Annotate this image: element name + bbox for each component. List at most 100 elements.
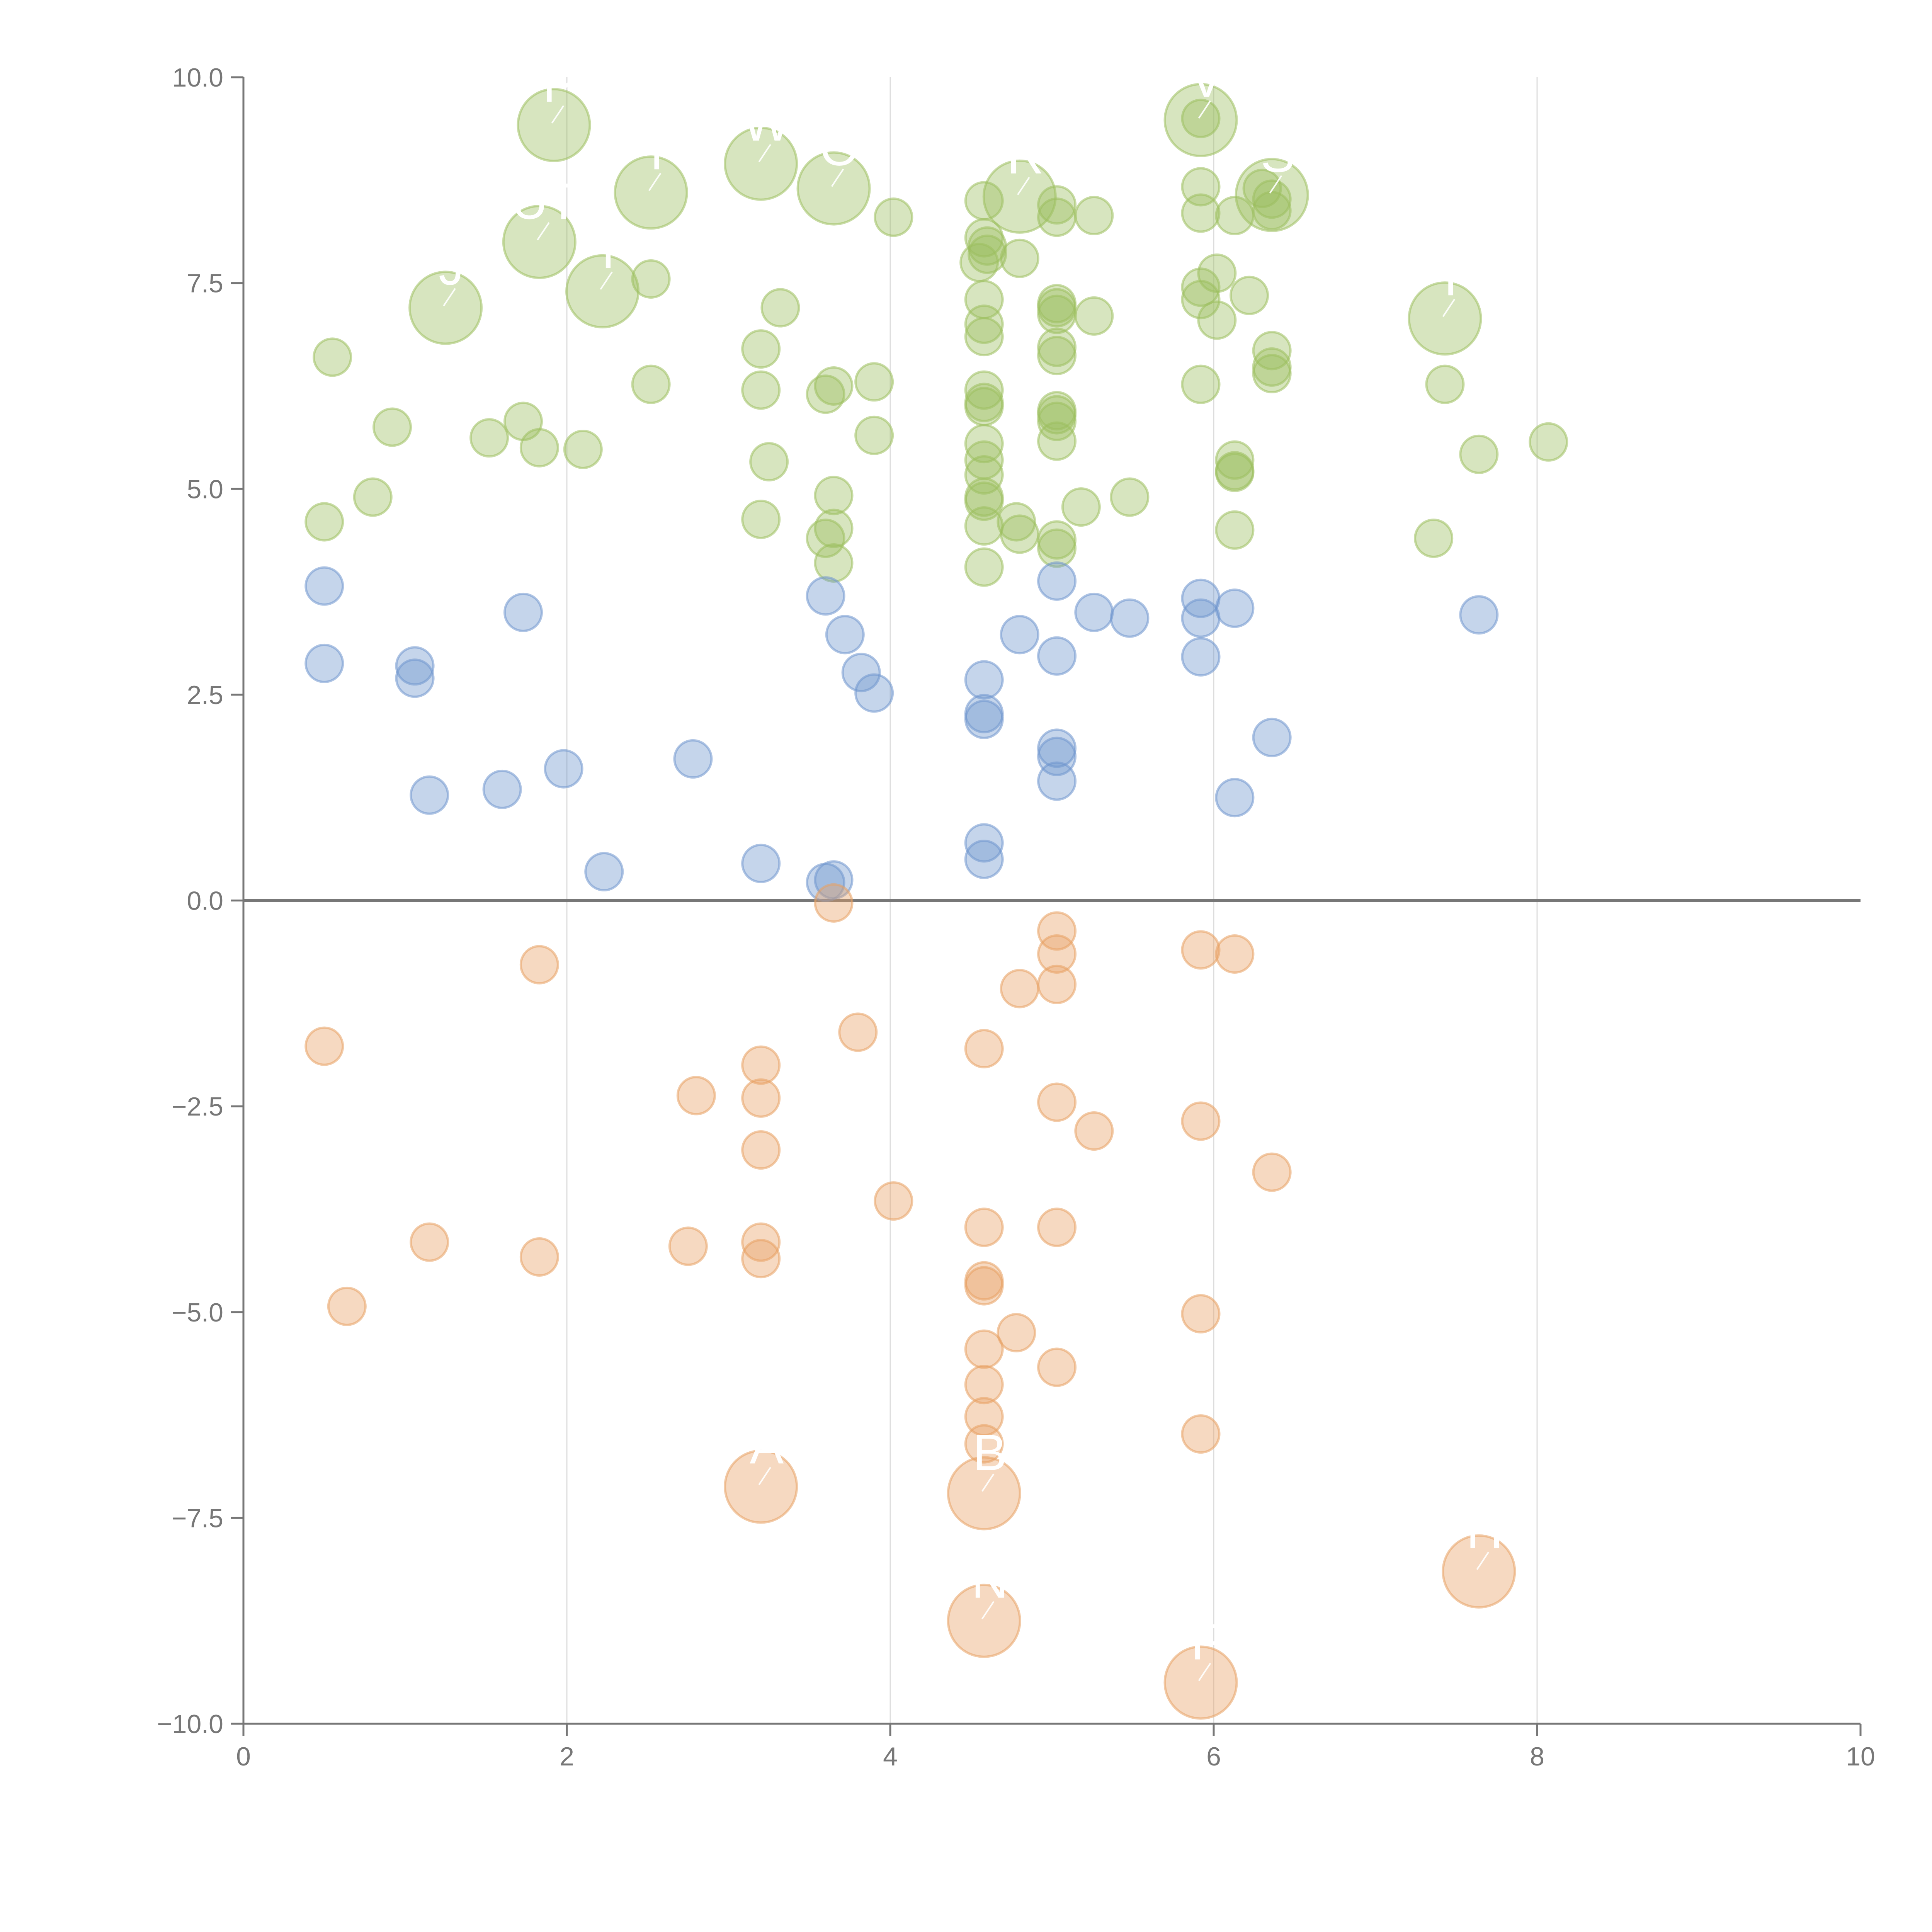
green-point [741, 329, 781, 369]
blue-point [304, 643, 344, 683]
blue-point [1252, 718, 1292, 757]
point-label-leader [551, 105, 565, 124]
green-point [1181, 193, 1221, 233]
point-label: Y [591, 222, 625, 279]
orange-point [964, 1365, 1004, 1405]
point-label: N [971, 1552, 1008, 1609]
green-point [964, 506, 1004, 546]
x-tick-label: 10 [1846, 1742, 1875, 1771]
green-point [1414, 519, 1454, 558]
point-label-leader [1442, 299, 1456, 317]
point-label: W [743, 95, 791, 151]
y-tick-label: −10.0 [157, 1709, 223, 1739]
green-point [1181, 99, 1221, 138]
point-label: I [1444, 249, 1458, 306]
green-point [964, 317, 1004, 357]
point-label: J [439, 239, 464, 296]
orange-point [964, 1266, 1004, 1306]
green-point [1215, 452, 1255, 492]
orange-point [947, 1583, 1021, 1658]
blue-point [741, 844, 781, 883]
orange-point [724, 1449, 798, 1524]
blue-point [1181, 598, 1221, 638]
green-point [1000, 238, 1039, 278]
green-point [741, 500, 781, 539]
orange-point [964, 1329, 1004, 1369]
green-point [1252, 354, 1292, 393]
point-label: B [973, 1424, 1007, 1481]
gridlines [243, 77, 1861, 1724]
green-point [631, 259, 671, 299]
orange-point [741, 1078, 781, 1118]
point-label: R [1007, 128, 1044, 184]
orange-point [964, 1029, 1004, 1068]
point-label: F [1191, 1613, 1222, 1670]
y-tick-label: 7.5 [187, 269, 223, 298]
point-label: P [543, 56, 577, 113]
green-point [982, 159, 1057, 234]
orange-point [874, 1181, 913, 1221]
green-point [631, 364, 671, 404]
orange-point [741, 1130, 781, 1170]
green-point [964, 547, 1004, 587]
blue-point [1074, 592, 1114, 632]
orange-point [1037, 1208, 1077, 1247]
orange-point [1181, 1294, 1221, 1334]
green-point [1197, 253, 1237, 293]
green-point [1181, 267, 1221, 307]
point-label-leader [981, 1601, 995, 1619]
blue-point [1037, 761, 1077, 801]
x-tick-label: 2 [560, 1742, 574, 1771]
green-point [1061, 487, 1101, 527]
point-label: H [1466, 1502, 1503, 1559]
orange-point [947, 1456, 1021, 1531]
green-point [1037, 421, 1077, 461]
orange-point [1037, 911, 1077, 951]
blue-point [964, 660, 1004, 700]
green-point [517, 88, 591, 162]
orange-point [838, 1012, 878, 1052]
green-point [741, 370, 781, 410]
green-point [1074, 196, 1114, 235]
y-tick-label: −7.5 [172, 1503, 223, 1533]
green-point [1074, 296, 1114, 336]
orange-point [964, 1424, 1004, 1464]
orange-point [327, 1286, 367, 1326]
green-point [1425, 364, 1465, 404]
y-tick-label: −5.0 [172, 1298, 223, 1327]
blue-point [1000, 615, 1039, 655]
green-point [565, 254, 640, 328]
point-label-leader [758, 1467, 771, 1485]
blue-point [673, 739, 713, 779]
green-point [1459, 434, 1499, 474]
point-label-leader [443, 288, 456, 306]
green-point [353, 477, 393, 517]
y-tick-label: −2.5 [172, 1092, 223, 1121]
orange-point [964, 1397, 1004, 1437]
green-point [1110, 477, 1150, 517]
green-point [1235, 158, 1309, 232]
orange-point [304, 1026, 344, 1066]
green-point [408, 270, 483, 345]
point-label-leader [758, 144, 771, 162]
orange-point [1181, 1414, 1221, 1454]
blue-point [814, 860, 854, 900]
green-point [1197, 300, 1237, 340]
orange-point [1037, 1082, 1077, 1122]
green-point [1181, 364, 1221, 404]
green-point [874, 197, 913, 237]
orange-point [410, 1222, 449, 1262]
y-tick-label: 5.0 [187, 474, 223, 504]
green-point [1037, 294, 1077, 334]
green-point [724, 126, 798, 201]
y-tick-label: 0.0 [187, 886, 223, 916]
blue-point [503, 592, 543, 632]
orange-point [964, 1208, 1004, 1247]
axes: 0 2 4 6 8 10 −10.0 −7.5 −5.0 −2.5 0.0 2.5 5.0 7.5 10.0 [157, 63, 1875, 1771]
green-point [964, 424, 1004, 464]
orange-point [1181, 1101, 1221, 1141]
orange-point [1215, 934, 1255, 974]
point-label-leader [831, 168, 844, 187]
green-point [854, 415, 894, 455]
